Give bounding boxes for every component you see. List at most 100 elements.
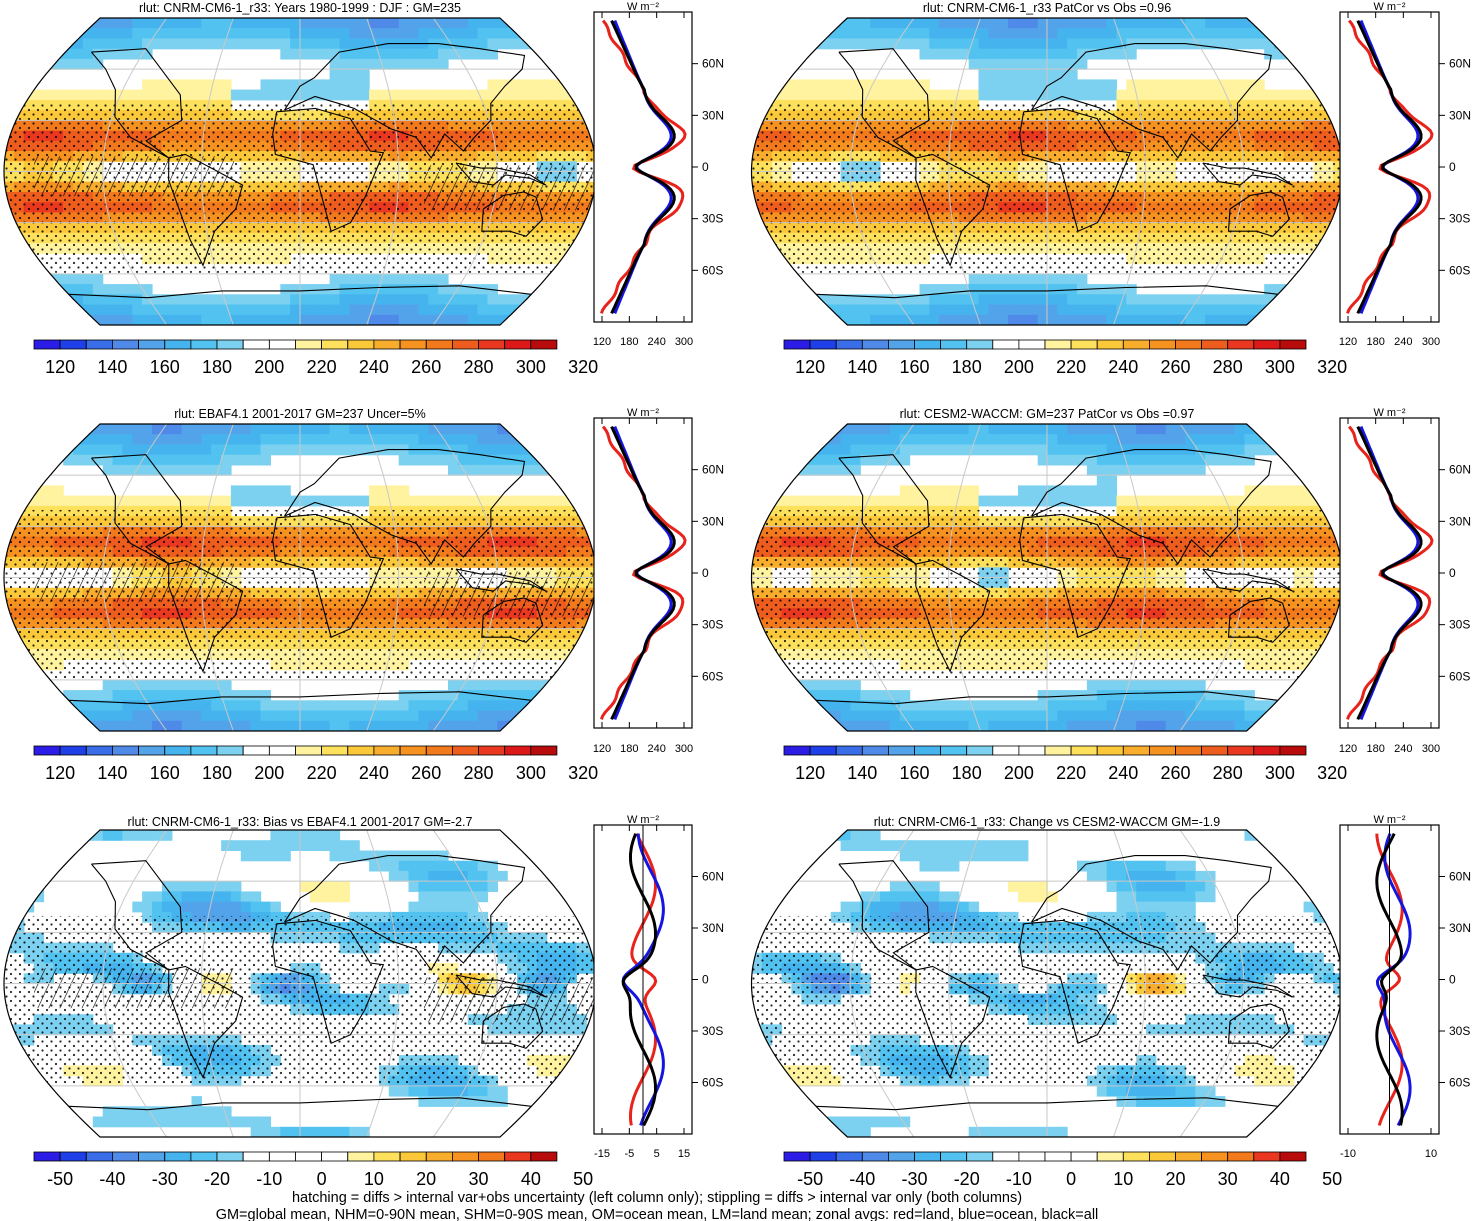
coastline [816,285,1278,299]
colorbar-bin [1201,1151,1229,1162]
colorbar-bin [112,745,139,756]
colorbar-tick-label: 280 [463,357,493,377]
colorbar-bin [33,1151,61,1162]
coastline [481,191,544,237]
zonal-unit: W m⁻² [1373,814,1405,826]
coastline [284,43,526,159]
colorbar-bin [1201,745,1229,756]
footnote-line-2: GM=global mean, NHM=0-90N mean, SHM=0-90… [216,1207,1099,1221]
colorbar-tick-label: 120 [45,763,75,783]
coastline [838,860,930,971]
colorbar-tick-label: 120 [795,357,825,377]
coastline [1019,107,1132,232]
panel-5: rlut: CNRM-CM6-1_r33: Bias vs EBAF4.1 20… [3,814,724,1189]
colorbar-bin [992,339,1020,350]
zonal-x-tick-label: 300 [1422,336,1440,348]
colorbar-tick-label: 280 [463,763,493,783]
zonal-lat-label: 60N [1449,870,1471,884]
coastline [1227,1003,1290,1049]
colorbar-bin [966,1151,994,1162]
colorbar-bin [216,1151,244,1162]
colorbar-tick-label: 200 [254,763,284,783]
colorbar-tick-label: 50 [573,1169,593,1189]
coastline [168,965,244,1079]
zonal-lat-label: 60N [702,870,724,884]
zonal-x-tick-label: 120 [593,743,611,755]
zonal-series-land [1346,19,1434,314]
colorbar-tick-label: 200 [1004,357,1034,377]
colorbar-tick-label: 220 [1056,763,1086,783]
zonal-unit: W m⁻² [1373,407,1405,419]
colorbar-bin [835,745,863,756]
colorbar-bin [1070,1151,1098,1162]
colorbar-bin [1044,745,1072,756]
coastline [1031,855,1272,971]
colorbar-bin [783,1151,811,1162]
colorbar-tick-label: 140 [97,357,127,377]
colorbar-tick-label: 200 [1004,763,1034,783]
colorbar-bin [347,1151,375,1162]
zonal-frame [1339,11,1440,323]
colorbar-bin [85,745,113,756]
zonal-lat-label: 30S [1449,1024,1470,1038]
colorbar-tick-label: 320 [1317,357,1347,377]
colorbar-bin [966,339,994,350]
colorbar-bin [783,745,811,756]
colorbar-bin [504,339,532,350]
zonal-x-tick-label: 120 [1339,743,1357,755]
colorbar-bin [861,745,889,756]
coastline [1227,191,1290,237]
zonal-series-all [610,425,676,721]
colorbar-bin [85,1151,113,1162]
colorbar-bin [242,1151,270,1162]
coastline [838,48,930,159]
colorbar-bin [190,339,218,350]
zonal-x-tick-label: 180 [1366,743,1384,755]
zonal-mean-plot: W m⁻² 60N 30N 0 30S 60S -15 -5 5 15 [593,814,724,1160]
colorbar-bin [1122,1151,1150,1162]
coastline [284,449,526,565]
hatching [34,562,234,603]
colorbar-tick-label: 260 [1160,357,1190,377]
colorbar-tick-label: 30 [468,1169,488,1189]
colorbar-bin [1253,745,1281,756]
colorbar-tick-label: 300 [516,357,546,377]
colorbar-bin [373,339,401,350]
colorbar-bin [530,745,558,756]
colorbar-bin [1122,339,1150,350]
coastline [816,1097,1278,1111]
zonal-x-tick-label: 10 [1425,1148,1437,1160]
colorbar-bin [399,745,427,756]
zonal-lat-label: 0 [702,973,709,987]
colorbar-tick-label: 20 [1165,1169,1185,1189]
colorbar-bin [451,339,479,350]
zonal-lat-label: 30N [702,921,724,935]
colorbar: 120 140 160 180 200 220 240 260 280 300 320 [783,339,1347,377]
colorbar-bin [112,339,139,350]
panel-title: rlut: CESM2-WACCM: GM=237 PatCor vs Obs … [900,407,1195,421]
colorbar-tick-label: 180 [202,357,232,377]
colorbar-bin [888,339,915,350]
colorbar-tick-label: 240 [359,357,389,377]
colorbar-bin [425,745,453,756]
colorbar-bin [33,745,61,756]
zonal-frame [1339,417,1440,729]
colorbar-tick-label: 280 [1213,763,1243,783]
colorbar-tick-label: -20 [954,1169,980,1189]
zonal-lat-label: 60S [702,1076,723,1090]
zonal-x-tick-label: -10 [1340,1148,1356,1160]
coastline [1202,974,1293,998]
colorbar-bin [1122,745,1150,756]
colorbar-tick-label: 240 [1108,357,1138,377]
colorbar-bin [1096,1151,1124,1162]
hatching [34,968,234,1009]
colorbar-bin [268,339,296,350]
zonal-lat-label: 0 [1449,160,1456,174]
zonal-lat-label: 0 [1449,973,1456,987]
colorbar-bin [216,745,244,756]
zonal-series-all [1375,832,1404,1126]
map [751,18,1343,325]
colorbar-bin [1096,339,1124,350]
colorbar-bin [861,1151,889,1162]
colorbar-bin [504,1151,532,1162]
